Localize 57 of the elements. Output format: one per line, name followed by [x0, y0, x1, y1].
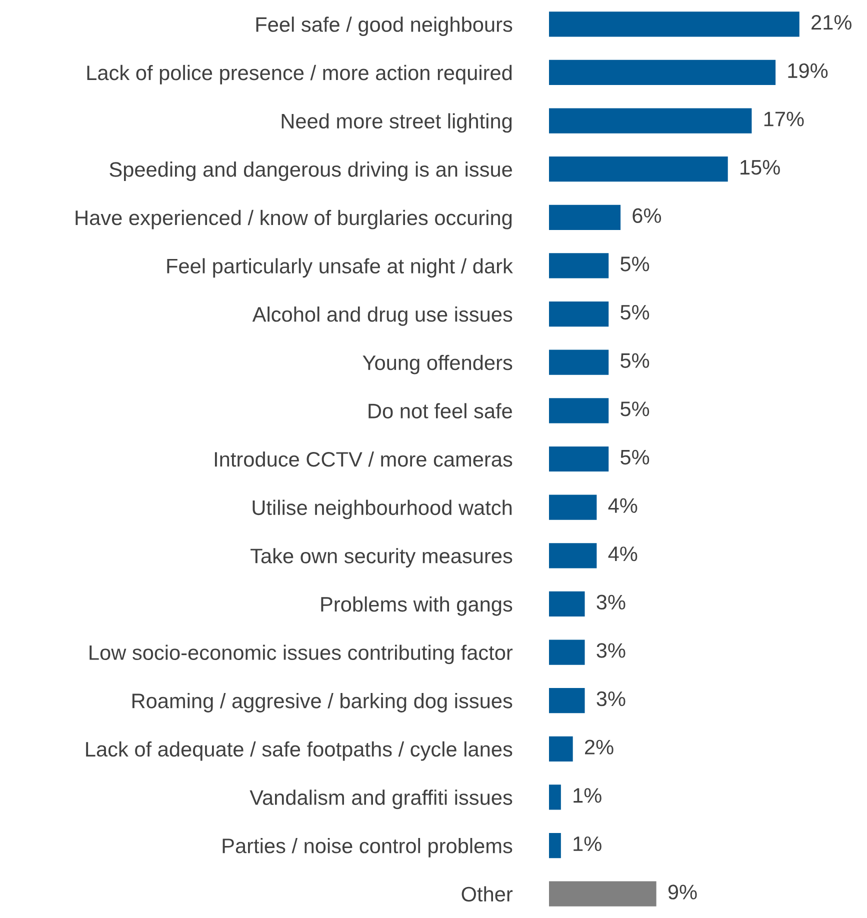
data-label: 5% [620, 256, 650, 272]
data-label: 4% [608, 546, 638, 562]
data-label: 6% [632, 208, 662, 224]
y-tick-label: Roaming / aggresive / barking dog issues [132, 693, 512, 712]
bar [549, 881, 656, 906]
bar [549, 832, 561, 858]
y-tick-label: Other [462, 886, 513, 902]
bar [549, 688, 585, 714]
bar [549, 398, 609, 424]
y-tick-label: Take own security measures [250, 548, 512, 568]
y-tick-label: Vandalism and graffiti issues [250, 790, 512, 810]
y-tick-label: Speeding and dangerous driving is an issue [110, 162, 512, 181]
data-label: 4% [608, 498, 638, 513]
y-tick-label: Alcohol and drug use issues [252, 306, 512, 326]
bar [549, 301, 609, 327]
bar [549, 591, 585, 617]
bar [549, 60, 776, 86]
data-label: 1% [574, 836, 602, 852]
data-label: 5% [620, 304, 650, 320]
bar [549, 108, 752, 134]
data-label: 5% [620, 353, 650, 368]
data-label: 15% [740, 160, 780, 175]
y-tick-label: Feel particularly unsafe at night / dark [167, 258, 513, 278]
bar [549, 446, 609, 472]
data-label: 3% [596, 691, 626, 706]
y-tick-label: Feel safe / good neighbours [256, 16, 512, 36]
y-tick-label: Utilise neighbourhood watch [252, 500, 512, 520]
bar [549, 253, 609, 278]
data-label: 2% [585, 740, 614, 754]
bar [549, 736, 573, 762]
y-tick-label: Need more street lighting [282, 113, 512, 133]
y-tick-label: Do not feel safe [368, 403, 512, 418]
bar [549, 350, 609, 375]
data-label: 5% [620, 402, 650, 416]
y-tick-label: Problems with gangs [321, 596, 512, 616]
data-label: 3% [596, 643, 626, 658]
data-label: 5% [620, 450, 650, 465]
data-label: 17% [764, 112, 804, 126]
bar [549, 494, 597, 520]
y-tick-label: Parties / noise control problems [222, 838, 512, 858]
bar [549, 12, 800, 37]
data-label: 3% [596, 594, 626, 610]
bar [549, 156, 728, 182]
y-tick-label: Lack of adequate / safe footpaths / cycle lanes [86, 741, 512, 761]
bar [549, 204, 621, 230]
y-tick-label: Lack of police presence / more action required [87, 64, 512, 84]
y-tick-label: Introduce CCTV / more cameras [214, 451, 512, 467]
data-label: 21% [812, 15, 852, 30]
bar [549, 784, 561, 810]
y-tick-label: Have experienced / know of burglaries occuring [76, 210, 512, 230]
y-tick-label: Young offenders [362, 354, 512, 374]
bar [549, 640, 585, 665]
bar [549, 543, 597, 568]
data-label: 9% [668, 884, 697, 900]
data-label: 19% [788, 63, 828, 78]
y-tick-label: Low socio-economic issues contributing factor [90, 644, 513, 664]
data-label: 1% [574, 788, 602, 803]
